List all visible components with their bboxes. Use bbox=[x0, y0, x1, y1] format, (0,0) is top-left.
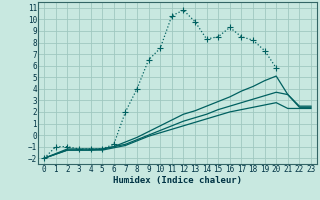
X-axis label: Humidex (Indice chaleur): Humidex (Indice chaleur) bbox=[113, 176, 242, 185]
